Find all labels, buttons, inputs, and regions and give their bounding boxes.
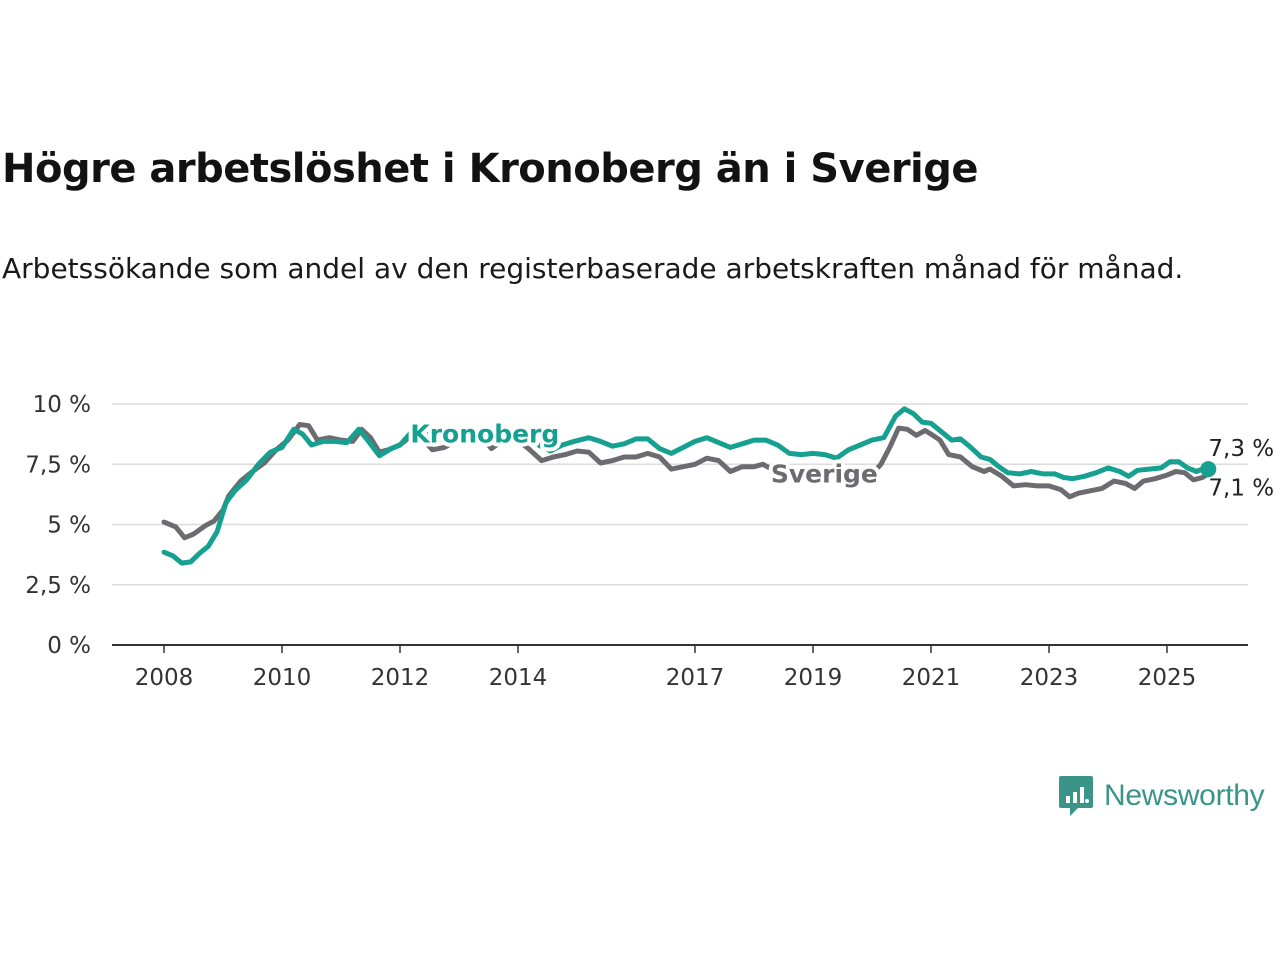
series-lines <box>161 406 1211 566</box>
brand-logo: Newsworthy <box>1058 774 1265 818</box>
series-label-sverige: Sverige <box>771 459 878 488</box>
x-tick-label: 2025 <box>1138 665 1197 691</box>
x-axis: 2008 2010 2012 2014 2017 2019 2021 2023 2025 <box>112 644 1248 691</box>
y-tick-label: 5 % <box>47 513 91 539</box>
x-tick-label: 2014 <box>489 665 548 691</box>
y-tick-label: 7,5 % <box>25 452 91 478</box>
x-tick-label: 2012 <box>371 665 430 691</box>
x-tick-label: 2023 <box>1020 665 1079 691</box>
series-label-halo: Sverige <box>771 459 878 488</box>
y-tick-label: 0 % <box>47 633 91 659</box>
series-line-kronoberg <box>161 406 1211 566</box>
end-point-marker <box>1200 461 1217 478</box>
series-label-halo: Kronoberg <box>410 420 559 449</box>
y-tick-label: 10 % <box>33 392 91 418</box>
series-label-kronoberg: Kronoberg <box>410 420 559 449</box>
x-tick-label: 2019 <box>784 665 843 691</box>
y-axis: 0 % 2,5 % 5 % 7,5 % 10 % <box>25 392 91 659</box>
y-tick-label: 2,5 % <box>25 573 91 599</box>
end-label-kronoberg: 7,3 % <box>1208 436 1274 462</box>
x-tick-label: 2017 <box>666 665 725 691</box>
x-tick-label: 2010 <box>253 665 312 691</box>
chart-title: Högre arbetslöshet i Kronoberg än i Sver… <box>2 146 979 192</box>
bar-chart-speech-bubble-icon <box>1059 776 1093 816</box>
brand-name: Newsworthy <box>1104 779 1265 812</box>
x-tick-label: 2021 <box>902 665 961 691</box>
x-tick-label: 2008 <box>135 665 194 691</box>
end-label-sverige: 7,1 % <box>1208 476 1274 502</box>
chart-subtitle: Arbetssökande som andel av den registerb… <box>2 252 1184 285</box>
grid <box>112 403 1248 586</box>
